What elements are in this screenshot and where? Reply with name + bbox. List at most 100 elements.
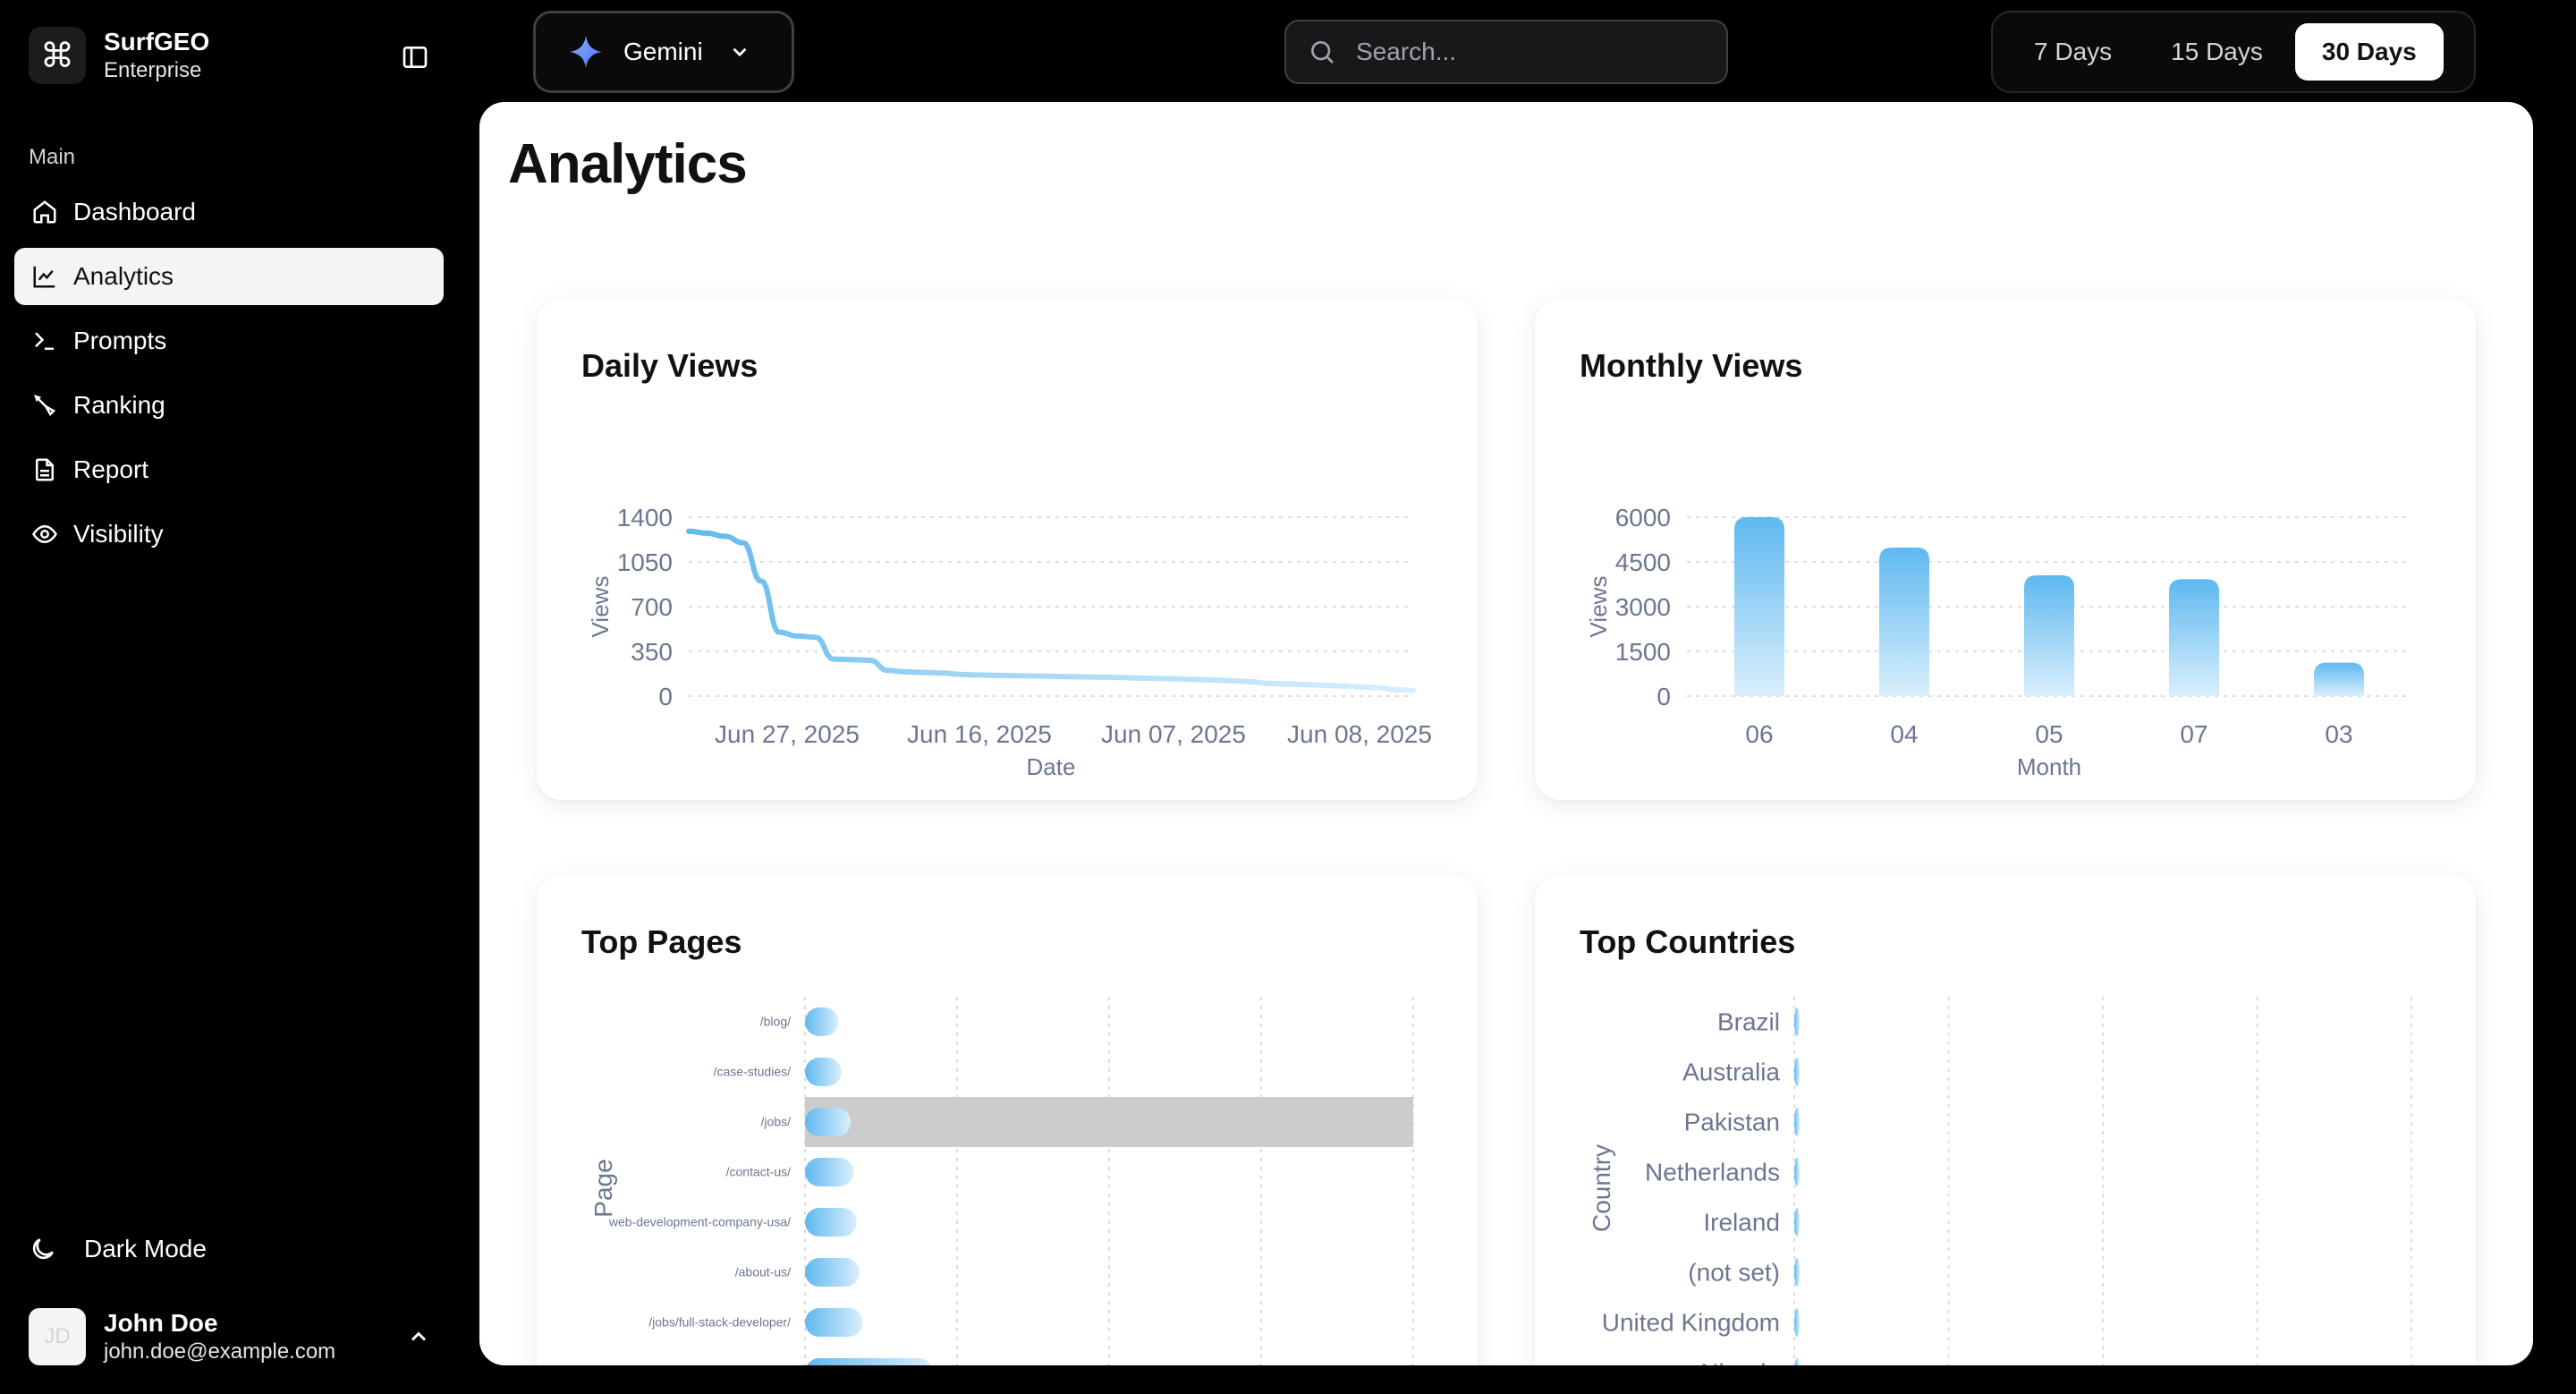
daily-views-line	[686, 528, 1416, 693]
home-icon	[30, 198, 59, 226]
gemini-sparkle-icon	[569, 35, 603, 69]
y-tick-label: United Kingdom	[1602, 1308, 1780, 1336]
top-pages-card: Top Pages /blog/ /case-studies/ /jobs/ /con…	[537, 875, 1478, 1365]
sidebar-item-analytics[interactable]: Analytics	[14, 248, 444, 305]
sidebar-item-label: Analytics	[73, 262, 174, 290]
top-pages-chart: /blog/ /case-studies/ /jobs/ /contact-us/we…	[589, 997, 1414, 1365]
bar-7	[1794, 1358, 1800, 1365]
daily-views-chart: 0 350 700 1050 1400 Jun 27, 2025 Jun 16, 2025 J…	[587, 504, 1432, 780]
brand-name: SurfGEO	[104, 28, 210, 55]
model-select[interactable]: Gemini	[533, 11, 794, 93]
y-axis-label: Page	[589, 1159, 617, 1217]
y-tick-label: Nigeria	[1700, 1358, 1780, 1365]
sidebar-item-ranking[interactable]: Ranking	[14, 377, 444, 434]
x-axis-label: Date	[1027, 753, 1076, 780]
x-tick-label: Jun 07, 2025	[1101, 720, 1246, 748]
y-tick-label: /case-studies/	[714, 1065, 791, 1079]
y-tick-label: (not set)	[1688, 1258, 1780, 1286]
monthly-bar-06	[1734, 517, 1784, 696]
monthly-bar-07	[2169, 579, 2219, 696]
monthly-views-chart: 0 1500 3000 4500 6000 06 04 05 07 03 Month Views	[1585, 504, 2411, 780]
sidebar-item-dashboard[interactable]: Dashboard	[14, 183, 444, 241]
range-15-days-button[interactable]: 15 Days	[2171, 38, 2263, 65]
monthly-views-title: Monthly Views	[1580, 347, 1803, 384]
user-email: john.doe@example.com	[104, 1339, 336, 1364]
y-tick-label: Brazil	[1717, 1007, 1780, 1035]
section-label-main: Main	[29, 145, 76, 169]
top-countries-card: Top Countries Brazil Australia Pakistan Net…	[1535, 875, 2476, 1365]
bar-4	[805, 1208, 857, 1237]
sidebar-item-report[interactable]: Report	[14, 441, 444, 498]
search-box[interactable]	[1284, 20, 1728, 84]
sidebar-item-label: Visibility	[73, 520, 164, 548]
x-tick-label: Jun 27, 2025	[715, 720, 860, 748]
monthly-bar-03	[2314, 662, 2364, 696]
y-tick-label: 350	[631, 638, 673, 666]
bar-5	[1794, 1258, 1800, 1287]
model-select-value: Gemini	[623, 38, 703, 65]
bar-3	[805, 1158, 854, 1186]
y-tick-label: /jobs/full-stack-developer/	[648, 1315, 791, 1330]
user-name: John Doe	[104, 1309, 218, 1337]
main-panel: Analytics Daily Views 0 350 700 1050 1400 Jun…	[479, 102, 2533, 1365]
bar-2	[805, 1108, 851, 1136]
command-icon: ⌘	[29, 27, 86, 84]
bar-0	[1794, 1007, 1800, 1036]
dark-mode-toggle[interactable]: Dark Mode	[29, 1235, 207, 1263]
user-menu[interactable]: JD John Doe john.doe@example.com	[29, 1308, 431, 1365]
sidebar: ⌘ SurfGEO Enterprise Main Dashboard Anal…	[0, 0, 474, 1394]
brand[interactable]: ⌘ SurfGEO Enterprise	[29, 27, 209, 84]
bar-1	[1794, 1058, 1800, 1086]
range-30-days-button[interactable]: 30 Days	[2294, 23, 2444, 81]
top-pages-title: Top Pages	[581, 923, 742, 960]
y-axis-label: Views	[1585, 576, 1612, 638]
x-tick-label: 06	[1745, 720, 1773, 748]
bar-6	[1794, 1308, 1800, 1337]
search-icon	[1311, 41, 1334, 64]
y-axis-label: Country	[1588, 1144, 1615, 1232]
y-tick-label: 0	[1657, 683, 1671, 710]
pen-icon	[30, 391, 59, 420]
sidebar-nav: Dashboard Analytics Prompts Ranking Repo…	[14, 183, 444, 570]
x-tick-label: 07	[2180, 720, 2207, 748]
y-tick-label: Netherlands	[1645, 1158, 1780, 1186]
monthly-bar-05	[2024, 575, 2074, 696]
y-tick-label: 1050	[617, 548, 673, 576]
monthly-views-card: Monthly Views 0 1500 3000 4500 6000 06 04 05 07 0…	[1535, 299, 2476, 800]
sidebar-item-label: Report	[73, 455, 149, 483]
y-tick-label: /jobs/	[761, 1115, 792, 1129]
bar-2	[1794, 1108, 1800, 1136]
sidebar-item-prompts[interactable]: Prompts	[14, 312, 444, 370]
terminal-icon	[30, 327, 59, 355]
avatar: JD	[29, 1308, 86, 1365]
hover-highlight	[805, 1097, 1413, 1147]
x-tick-label: 05	[2035, 720, 2063, 748]
y-tick-label: Australia	[1682, 1058, 1780, 1085]
page-title: Analytics	[508, 133, 748, 195]
y-tick-label: 1500	[1615, 638, 1671, 666]
chevron-up-icon[interactable]	[406, 1324, 431, 1349]
y-axis-label: Views	[587, 576, 614, 638]
y-tick-label: /contact-us/	[726, 1165, 791, 1179]
daily-views-title: Daily Views	[581, 347, 758, 384]
range-7-days-button[interactable]: 7 Days	[2034, 38, 2113, 65]
chart-icon	[30, 262, 59, 291]
search-input[interactable]	[1356, 38, 1696, 66]
y-tick-label: 3000	[1615, 593, 1671, 621]
sidebar-item-visibility[interactable]: Visibility	[14, 506, 444, 563]
y-tick-label: web-development-company-usa/	[608, 1215, 791, 1229]
top-countries-title: Top Countries	[1580, 923, 1796, 960]
bar-4	[1794, 1208, 1800, 1237]
sidebar-toggle-icon[interactable]	[399, 43, 431, 72]
brand-plan: Enterprise	[104, 58, 202, 82]
y-tick-label: 700	[631, 593, 673, 621]
y-tick-label: Ireland	[1703, 1208, 1780, 1236]
sidebar-item-label: Prompts	[73, 327, 167, 354]
chevron-down-icon	[733, 47, 747, 57]
bar-3	[1794, 1158, 1800, 1186]
bar-7	[807, 1358, 931, 1365]
moon-icon	[32, 1238, 54, 1260]
date-range-selector: 7 Days 15 Days 30 Days	[1991, 11, 2476, 93]
monthly-bar-04	[1879, 548, 1929, 696]
y-tick-label: 1400	[617, 504, 673, 531]
